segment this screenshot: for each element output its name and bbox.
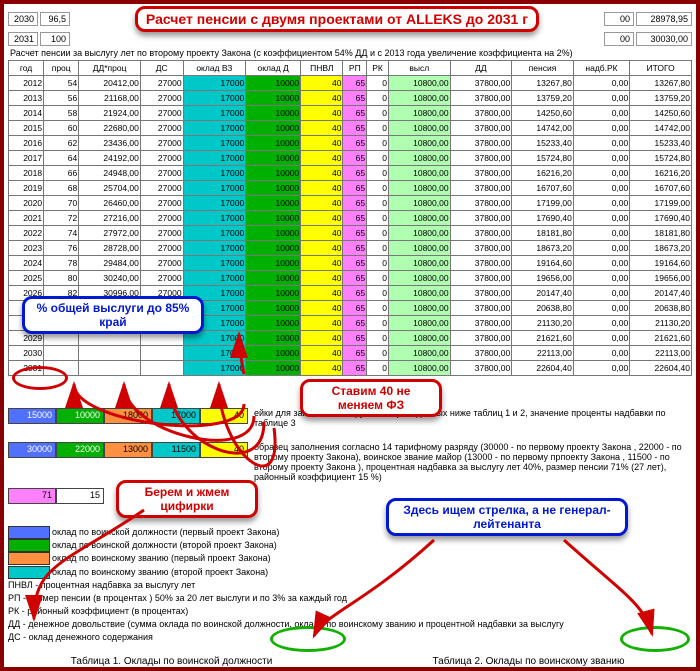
callout-vysluga: % общей выслуги до 85% край	[22, 296, 204, 334]
s2c3[interactable]: 13000	[104, 442, 152, 458]
table-row: 20145821924,002700017000100004065010800,…	[9, 106, 692, 121]
sample-row-2: 30000 22000 13000 11500 40 образец запол…	[8, 442, 692, 482]
cell-r2b: 30030,00	[636, 32, 692, 46]
table-row: 20186624948,002700017000100004065010800,…	[9, 166, 692, 181]
subtitle: Расчет пенсии за выслугу лет по второму …	[8, 46, 692, 60]
title-callout: Расчет пенсии с двумя проектами от ALLEK…	[135, 6, 539, 32]
table-row: 20156022680,002700017000100004065010800,…	[9, 121, 692, 136]
table2-title: Таблица 2. Оклады по воинскому званию	[365, 656, 692, 667]
callout-strelok: Здесь ищем стрелка, а не генерал-лейтена…	[386, 498, 628, 536]
cell-r2a: 00	[604, 32, 634, 46]
cell-r1a: 00	[604, 12, 634, 26]
s1c4[interactable]: 17000	[152, 408, 200, 424]
table-row: 20125420412,002700017000100004065010800,…	[9, 76, 692, 91]
table-row: 203117000100004065010800,0037800,0022604…	[9, 361, 692, 376]
s1c2[interactable]: 10000	[56, 408, 104, 424]
s1c3[interactable]: 18000	[104, 408, 152, 424]
table-row: 20176424192,002700017000100004065010800,…	[9, 151, 692, 166]
table-row: 20135621168,002700017000100004065010800,…	[9, 91, 692, 106]
cell-2031: 2031	[8, 32, 38, 46]
table1-title: Таблица 1. Оклады по воинской должности	[8, 656, 335, 667]
cell-2030: 2030	[8, 12, 38, 26]
table-row: 20166223436,002700017000100004065010800,…	[9, 136, 692, 151]
s1c1[interactable]: 15000	[8, 408, 56, 424]
s2c5[interactable]: 40	[200, 442, 248, 458]
s2c4[interactable]: 11500	[152, 442, 200, 458]
table-row: 20258030240,002700017000100004065010800,…	[9, 271, 692, 286]
cell-2031-v: 100	[40, 32, 70, 46]
table-row: 20237628728,002700017000100004065010800,…	[9, 241, 692, 256]
table-row: 20247829484,002700017000100004065010800,…	[9, 256, 692, 271]
legend: оклад по воинской должности (первый прое…	[8, 526, 692, 644]
s2c1[interactable]: 30000	[8, 442, 56, 458]
table-row: 203017000100004065010800,0037800,0022113…	[9, 346, 692, 361]
s2txt: образец заполнения согласно 14 тарифному…	[254, 442, 692, 482]
s1c5[interactable]: 40	[200, 408, 248, 424]
table-row: 20207026460,002700017000100004065010800,…	[9, 196, 692, 211]
cell-r1b: 28978,95	[636, 12, 692, 26]
table-row: 20217227216,002700017000100004065010800,…	[9, 211, 692, 226]
s2r2b[interactable]: 15	[56, 488, 104, 504]
table-row: 20227427972,002700017000100004065010800,…	[9, 226, 692, 241]
table-row: 20196825704,002700017000100004065010800,…	[9, 181, 692, 196]
s2r2a[interactable]: 71	[8, 488, 56, 504]
s2c2[interactable]: 22000	[56, 442, 104, 458]
callout-fz: Ставим 40 не меняем ФЗ	[300, 379, 442, 417]
cell-2030-v: 96,5	[40, 12, 70, 26]
callout-cifirki: Берем и жмем цифирки	[116, 480, 258, 518]
